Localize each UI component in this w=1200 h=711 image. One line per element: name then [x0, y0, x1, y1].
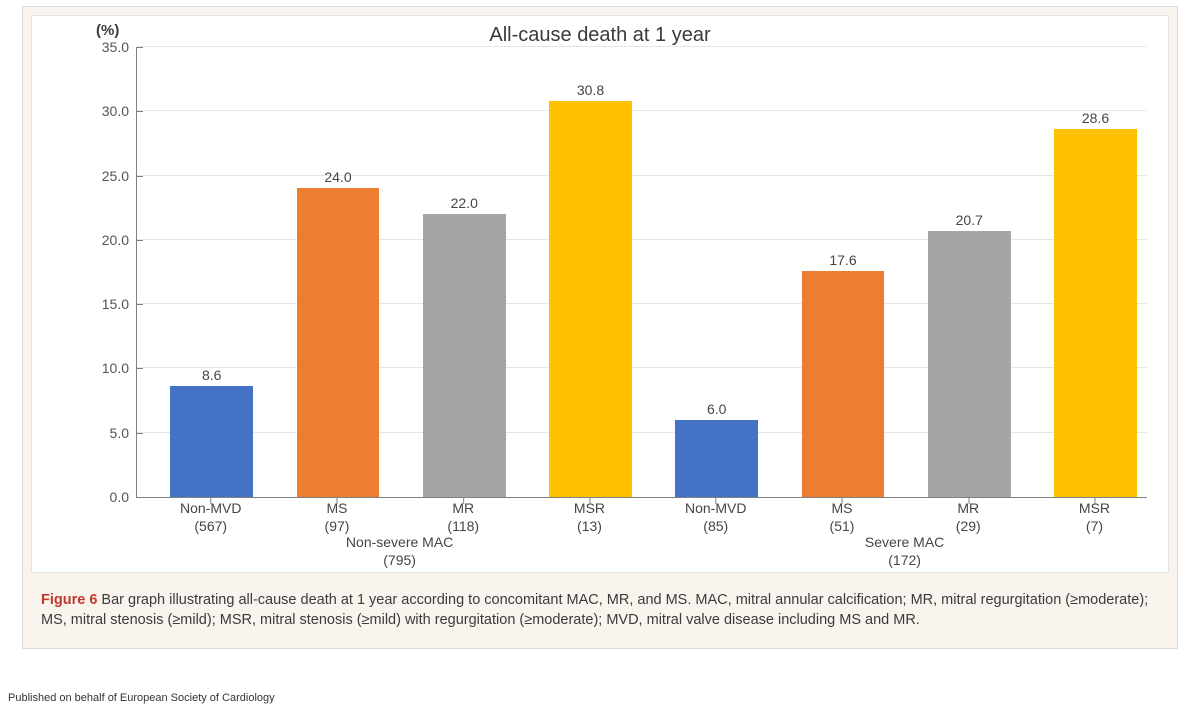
- grid-line: [137, 110, 1147, 111]
- bar-value-label: 17.6: [829, 252, 856, 268]
- bar-value-label: 30.8: [577, 82, 604, 98]
- y-tick-label: 35.0: [102, 39, 137, 55]
- bar-value-label: 8.6: [202, 367, 221, 383]
- bar-value-label: 20.7: [956, 212, 983, 228]
- figure-label: Figure 6: [41, 592, 97, 608]
- x-group-label: Non-severe MAC: [346, 534, 453, 550]
- y-tick-label: 30.0: [102, 103, 137, 119]
- x-tick-label: MSR(13): [574, 500, 605, 535]
- bar-g2b2: 17.6: [802, 271, 885, 497]
- x-tick-label: MSR(7): [1079, 500, 1110, 535]
- figure-caption-text: Bar graph illustrating all-cause death a…: [41, 592, 1148, 628]
- bar-value-label: 22.0: [451, 195, 478, 211]
- y-axis-unit: (%): [96, 22, 119, 39]
- x-tick-label: MR(29): [956, 500, 981, 535]
- bar-value-label: 6.0: [707, 401, 726, 417]
- x-group-label: Severe MAC: [865, 534, 944, 550]
- attribution-text: Published on behalf of European Society …: [8, 692, 275, 704]
- grid-line: [137, 46, 1147, 47]
- y-tick-label: 0.0: [110, 489, 137, 505]
- chart-title: All-cause death at 1 year: [46, 24, 1154, 47]
- figure-panel: (%) All-cause death at 1 year 0.0 5.0 10.0…: [22, 6, 1178, 649]
- y-tick-label: 25.0: [102, 168, 137, 184]
- y-tick-label: 15.0: [102, 296, 137, 312]
- y-tick-label: 20.0: [102, 232, 137, 248]
- x-tick-label: MS(97): [325, 500, 350, 535]
- x-group-count: (172): [888, 552, 921, 568]
- bar-value-label: 28.6: [1082, 110, 1109, 126]
- x-tick-label: MS(51): [830, 500, 855, 535]
- figure-caption: Figure 6 Bar graph illustrating all-caus…: [31, 583, 1169, 640]
- bar-value-label: 24.0: [324, 169, 351, 185]
- chart-card: (%) All-cause death at 1 year 0.0 5.0 10.0…: [31, 15, 1169, 573]
- plot-area: 0.05.010.015.020.025.030.035.08.624.022.…: [136, 47, 1147, 498]
- y-tick-label: 5.0: [110, 425, 137, 441]
- bar-g1b2: 24.0: [297, 188, 380, 497]
- x-tick-label: Non-MVD(85): [685, 500, 746, 535]
- x-tick-label: MR(118): [447, 500, 479, 535]
- bar-g1b3: 22.0: [423, 214, 506, 497]
- bar-g2b3: 20.7: [928, 231, 1011, 497]
- grid-line: [137, 175, 1147, 176]
- x-group-count: (795): [383, 552, 416, 568]
- bar-g2b1: 6.0: [675, 420, 758, 497]
- bar-g1b1: 8.6: [170, 386, 253, 497]
- x-tick-label: Non-MVD(567): [180, 500, 241, 535]
- x-axis-ticks: Non-MVD(567) MS(97) MR(118) MSR(13) Non-MVD(…: [136, 498, 1146, 570]
- bar-g1b4: 30.8: [549, 101, 632, 497]
- bar-g2b4: 28.6: [1054, 129, 1137, 497]
- y-tick-label: 10.0: [102, 360, 137, 376]
